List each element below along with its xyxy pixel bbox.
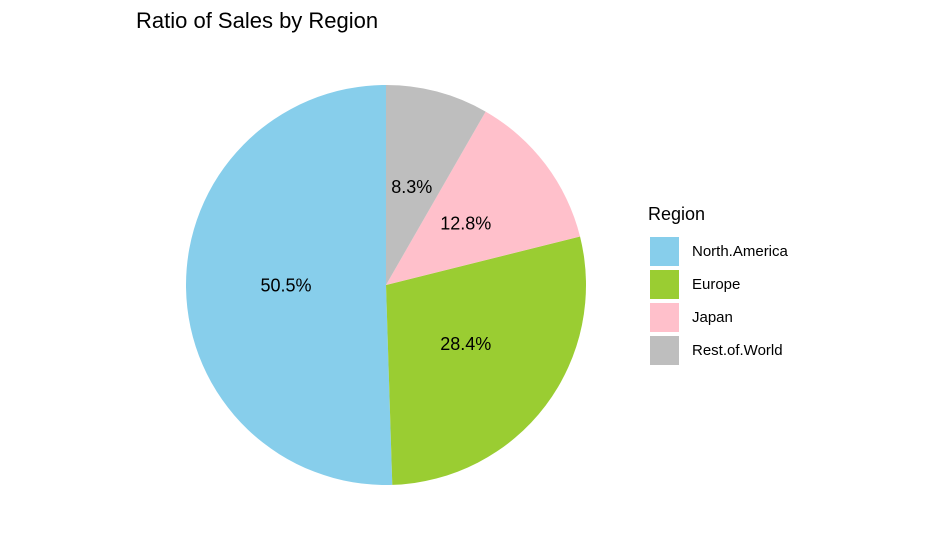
slice-label: 28.4% [440, 334, 491, 354]
legend-label: Europe [692, 276, 740, 293]
pie-slice [185, 85, 393, 486]
chart-title: Ratio of Sales by Region [136, 8, 378, 33]
legend-key [650, 237, 679, 266]
legend-label: North.America [692, 243, 789, 260]
slice-label: 50.5% [260, 275, 311, 295]
pie-slice [386, 85, 486, 285]
pie-slice [386, 111, 581, 285]
legend-key [650, 270, 679, 299]
legend-key [650, 336, 679, 365]
legend-label: Japan [692, 309, 733, 326]
legend-key [650, 303, 679, 332]
slice-label: 8.3% [391, 177, 432, 197]
pie-slice [386, 236, 587, 485]
legend-title: Region [648, 204, 705, 224]
slice-label: 12.8% [440, 213, 491, 233]
legend-label: Rest.of.World [692, 342, 783, 359]
